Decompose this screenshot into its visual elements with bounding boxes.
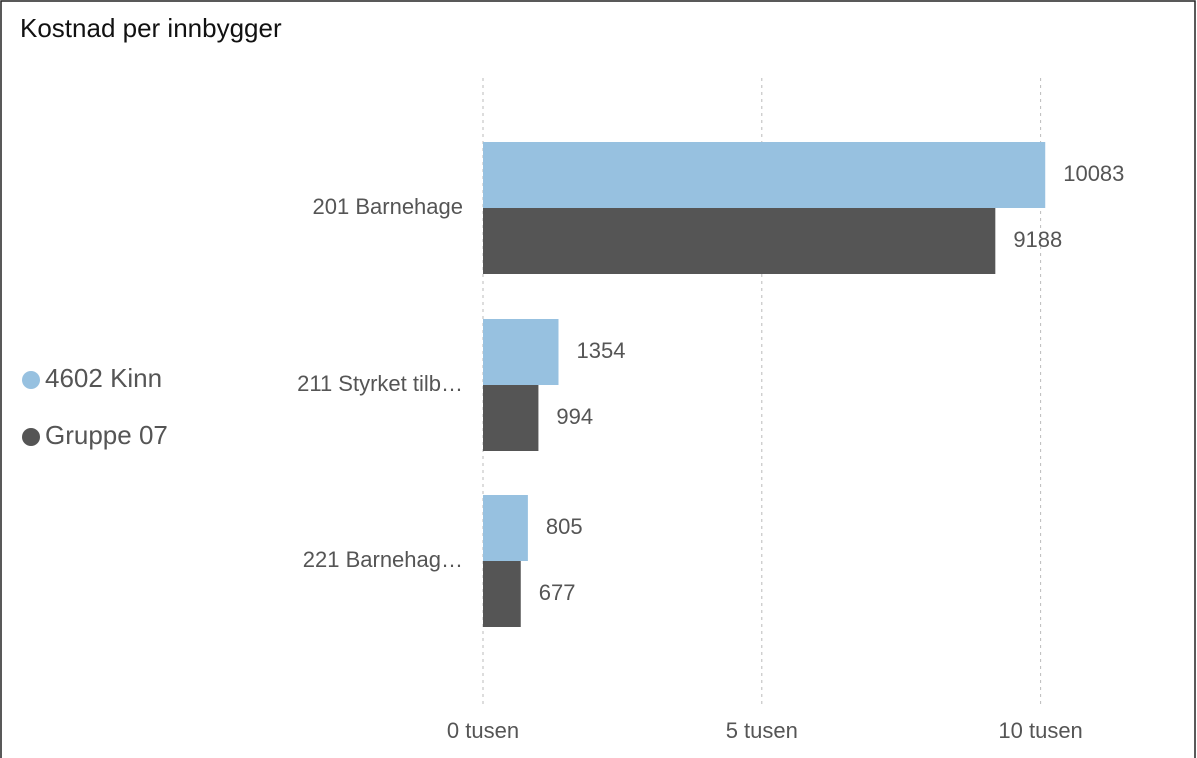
bar — [483, 208, 996, 274]
x-tick-label: 10 tusen — [998, 718, 1082, 743]
y-tick-label: 221 Barnehag… — [303, 547, 463, 572]
bar — [483, 385, 539, 451]
legend-marker — [22, 371, 40, 389]
bar — [483, 561, 521, 627]
x-tick-label: 5 tusen — [726, 718, 798, 743]
y-tick-label: 211 Styrket tilb… — [297, 371, 463, 396]
bar — [483, 495, 528, 561]
legend-label: 4602 Kinn — [45, 363, 162, 393]
legend-label: Gruppe 07 — [45, 420, 168, 450]
data-label: 805 — [546, 514, 583, 539]
y-tick-label: 201 Barnehage — [313, 194, 463, 219]
bar — [483, 319, 559, 385]
data-label: 994 — [556, 404, 593, 429]
x-tick-label: 0 tusen — [447, 718, 519, 743]
bar — [483, 142, 1046, 208]
data-label: 677 — [539, 580, 576, 605]
legend-marker — [22, 428, 40, 446]
chart-title: Kostnad per innbygger — [20, 13, 282, 43]
data-label: 10083 — [1063, 161, 1124, 186]
data-label: 1354 — [576, 338, 625, 363]
data-label: 9188 — [1013, 227, 1062, 252]
